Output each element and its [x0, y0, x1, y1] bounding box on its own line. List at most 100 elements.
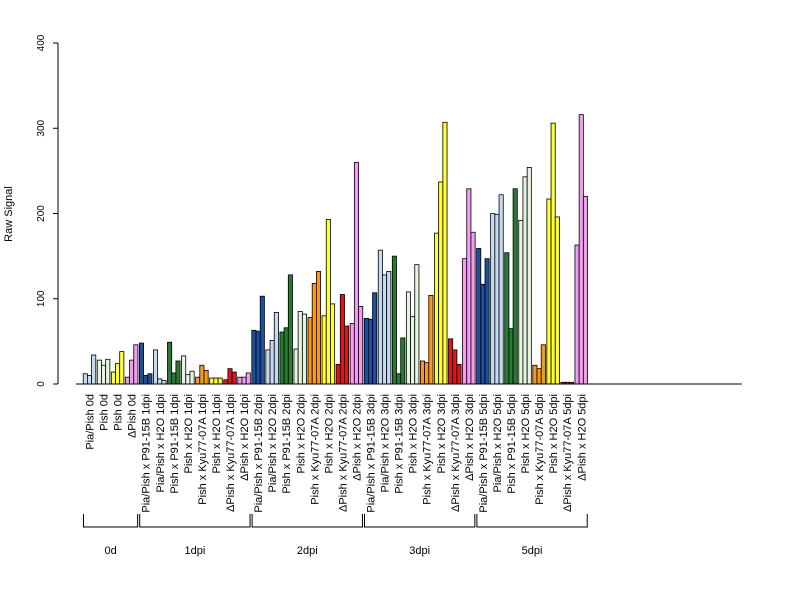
bar [396, 373, 402, 385]
bar [203, 369, 209, 385]
category-label: ΔPish x Kyu77-07A 2dpi [337, 394, 349, 512]
bar [363, 317, 369, 385]
bar [522, 176, 528, 385]
bar [484, 258, 490, 385]
bar [245, 372, 251, 385]
bar [110, 371, 116, 385]
bar [101, 364, 107, 385]
bar [550, 122, 556, 385]
bar [339, 294, 345, 385]
category-label: ΔPish x H2O 2dpi [351, 394, 363, 481]
bar [470, 231, 476, 385]
bar [536, 368, 542, 385]
bar [124, 376, 130, 385]
category-label: Pish x Kyu77-07A 1dpi [197, 394, 209, 505]
bar [297, 311, 303, 385]
bar [377, 249, 383, 385]
group-label: 3dpi [409, 545, 430, 557]
category-label: Pish x P91-15B 1dpi [169, 394, 181, 494]
bar [147, 373, 153, 385]
y-tick-label: 200 [36, 205, 47, 222]
category-label: ΔPish x H2O 3dpi [464, 394, 476, 481]
bar [476, 248, 482, 385]
category-label: Pia/Pish x H2O 1dpi [155, 394, 167, 492]
bar [259, 295, 265, 385]
bar [554, 216, 560, 385]
bar [335, 363, 341, 385]
bar [434, 232, 440, 385]
bar [301, 313, 307, 385]
bar [414, 264, 420, 385]
category-label: Pia/Pish x H2O 5dpi [492, 394, 504, 492]
category-label: Pish x Kyu77-07A 2dpi [309, 394, 321, 505]
bar [293, 348, 299, 385]
bar [480, 283, 486, 385]
bar [91, 354, 97, 385]
bar [490, 213, 496, 385]
y-tick-label: 300 [36, 119, 47, 136]
bar [171, 372, 177, 385]
bar [255, 330, 261, 385]
bar-series [82, 114, 588, 385]
bar [119, 351, 125, 385]
bar [367, 318, 373, 385]
bar [269, 340, 275, 385]
bar [307, 317, 313, 385]
bar [391, 255, 397, 385]
bar [265, 349, 271, 385]
bar [582, 196, 588, 385]
bar [462, 258, 468, 385]
bar [287, 274, 293, 385]
bar [279, 331, 285, 385]
category-label: Pish x H2O 1dpi [211, 394, 223, 473]
bar [283, 327, 289, 385]
category-label: Pish 0d [113, 394, 125, 431]
bar [494, 213, 500, 385]
bar [518, 219, 524, 385]
bar [273, 311, 279, 385]
bar [424, 362, 430, 385]
bar [213, 377, 219, 385]
bar [386, 271, 392, 385]
bar [241, 376, 247, 385]
category-label: ΔPish 0d [127, 394, 139, 438]
bar [546, 198, 552, 385]
bar [540, 344, 546, 385]
bar [410, 316, 416, 385]
bar [526, 167, 532, 385]
category-label: Pish x H2O 3dpi [436, 394, 448, 473]
bar [405, 291, 411, 385]
bar [105, 358, 111, 385]
y-axis-title: Raw Signal [3, 186, 15, 242]
category-label: ΔPish x Kyu77-07A 3dpi [450, 394, 462, 512]
category-label: Pish x H2O 2dpi [295, 394, 307, 473]
category-label: Pish x H2O 3dpi [408, 394, 420, 473]
bar [325, 219, 331, 385]
bar [311, 282, 317, 385]
category-label: Pish x H2O 5dpi [548, 394, 560, 473]
category-label: Pia/Pish x P91-15B 3dpi [366, 394, 378, 513]
bar [153, 349, 159, 385]
category-label: Pish x Kyu77-07A 3dpi [422, 394, 434, 505]
bar [209, 377, 215, 385]
bar [321, 315, 327, 385]
bar [372, 292, 378, 385]
bar [195, 376, 201, 385]
bar [115, 363, 121, 385]
bar [175, 360, 181, 385]
bar [82, 373, 88, 385]
bar [185, 374, 191, 385]
bar [96, 359, 102, 385]
category-label: ΔPish x Kyu77-07A 1dpi [225, 394, 237, 512]
bar [574, 244, 580, 385]
bar [138, 342, 144, 385]
bar [428, 294, 434, 385]
category-label: Pish x P91-15B 2dpi [281, 394, 293, 494]
bar [189, 370, 195, 385]
bar [400, 337, 406, 385]
bar [456, 363, 462, 385]
category-label: Pish x H2O 2dpi [323, 394, 335, 473]
category-labels: Pia/Pish 0d Pish 0d Pish 0d ΔPish 0d Pia/Pis… [85, 394, 589, 513]
bar [349, 323, 355, 385]
category-label: Pia/Pish x P91-15B 1dpi [141, 394, 153, 513]
